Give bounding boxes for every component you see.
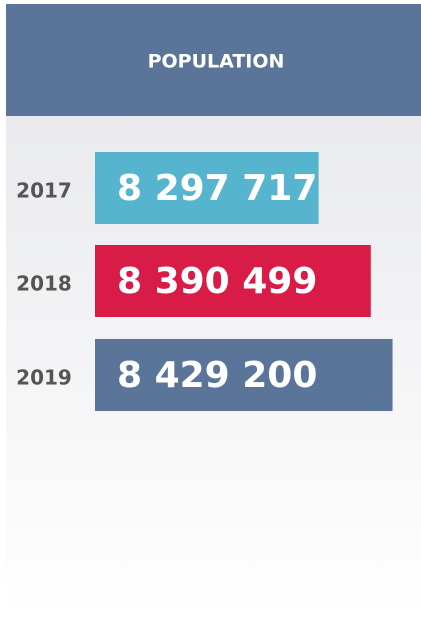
bar [95,152,319,224]
bar [95,339,393,411]
category-label: 2019 [16,366,72,390]
category-label: 2017 [16,179,72,203]
bar [95,245,371,317]
header [6,4,421,116]
value-label: 8 390 499 [117,261,317,302]
chart-title: POPULATION [148,51,285,73]
category-label: 2018 [16,272,72,296]
value-label: 8 297 717 [117,168,317,209]
value-label: 8 429 200 [117,355,317,396]
